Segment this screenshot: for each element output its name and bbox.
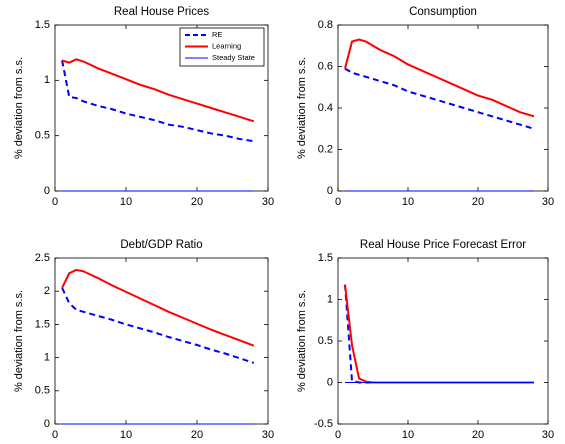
x-tick-label: 0 [52, 196, 58, 208]
x-tick-label: 10 [120, 429, 132, 441]
y-tick-label: 0.2 [318, 143, 333, 155]
y-tick-label: 0 [327, 185, 333, 197]
y-tick-label: 1.5 [35, 19, 50, 31]
y-tick-label: 0.4 [318, 102, 333, 114]
x-tick-label: 20 [472, 429, 484, 441]
x-tick-label: 10 [120, 196, 132, 208]
y-tick-label: 1 [327, 293, 333, 305]
data-line [61, 287, 255, 364]
data-line [61, 58, 255, 123]
y-tick-label: 0.5 [35, 130, 50, 142]
x-tick-label: 30 [262, 196, 274, 208]
data-line [61, 268, 255, 347]
x-tick-label: 20 [472, 196, 484, 208]
data-line [344, 38, 535, 118]
chart-title: Consumption [409, 6, 477, 18]
x-tick-label: 30 [262, 429, 274, 441]
x-tick-label: 0 [335, 196, 341, 208]
x-tick-label: 30 [542, 196, 554, 208]
axes-frame [337, 257, 549, 425]
y-tick-label: 0.6 [318, 60, 333, 72]
x-tick-label: 30 [542, 429, 554, 441]
x-tick-label: 10 [402, 429, 414, 441]
y-axis-label: % deviation from s.s. [13, 290, 25, 392]
y-tick-label: 2.5 [35, 252, 50, 264]
y-axis-label: % deviation from s.s. [13, 57, 25, 159]
y-tick-label: 1 [44, 352, 50, 364]
chart-title: Real House Price Forecast Error [360, 239, 526, 251]
data-line [344, 67, 535, 130]
y-tick-label: 0 [44, 418, 50, 430]
chart-title: Real House Prices [114, 6, 209, 18]
y-tick-label: 1.5 [35, 318, 50, 330]
x-tick-label: 20 [191, 429, 203, 441]
y-tick-label: -0.5 [314, 418, 333, 430]
data-line [61, 60, 254, 143]
legend-label: RE [212, 30, 222, 39]
chart-title: Debt/GDP Ratio [120, 239, 202, 251]
y-tick-label: 0.8 [318, 19, 333, 31]
y-tick-label: 0.5 [318, 335, 333, 347]
axes-frame [337, 24, 549, 192]
x-tick-label: 20 [191, 196, 203, 208]
legend-label: Learning [212, 41, 241, 50]
x-tick-label: 10 [402, 196, 414, 208]
y-tick-label: 1 [44, 74, 50, 86]
y-tick-label: 2 [44, 285, 50, 297]
y-axis-label: % deviation from s.s. [296, 290, 308, 392]
x-tick-label: 0 [335, 429, 341, 441]
y-axis-label: % deviation from s.s. [296, 57, 308, 159]
y-tick-label: 0 [327, 376, 333, 388]
y-tick-label: 0.5 [35, 385, 50, 397]
axes-frame [54, 257, 269, 425]
y-tick-label: 0 [44, 185, 50, 197]
y-tick-label: 1.5 [318, 252, 333, 264]
legend-label: Steady State [212, 53, 255, 62]
x-tick-label: 0 [52, 429, 58, 441]
